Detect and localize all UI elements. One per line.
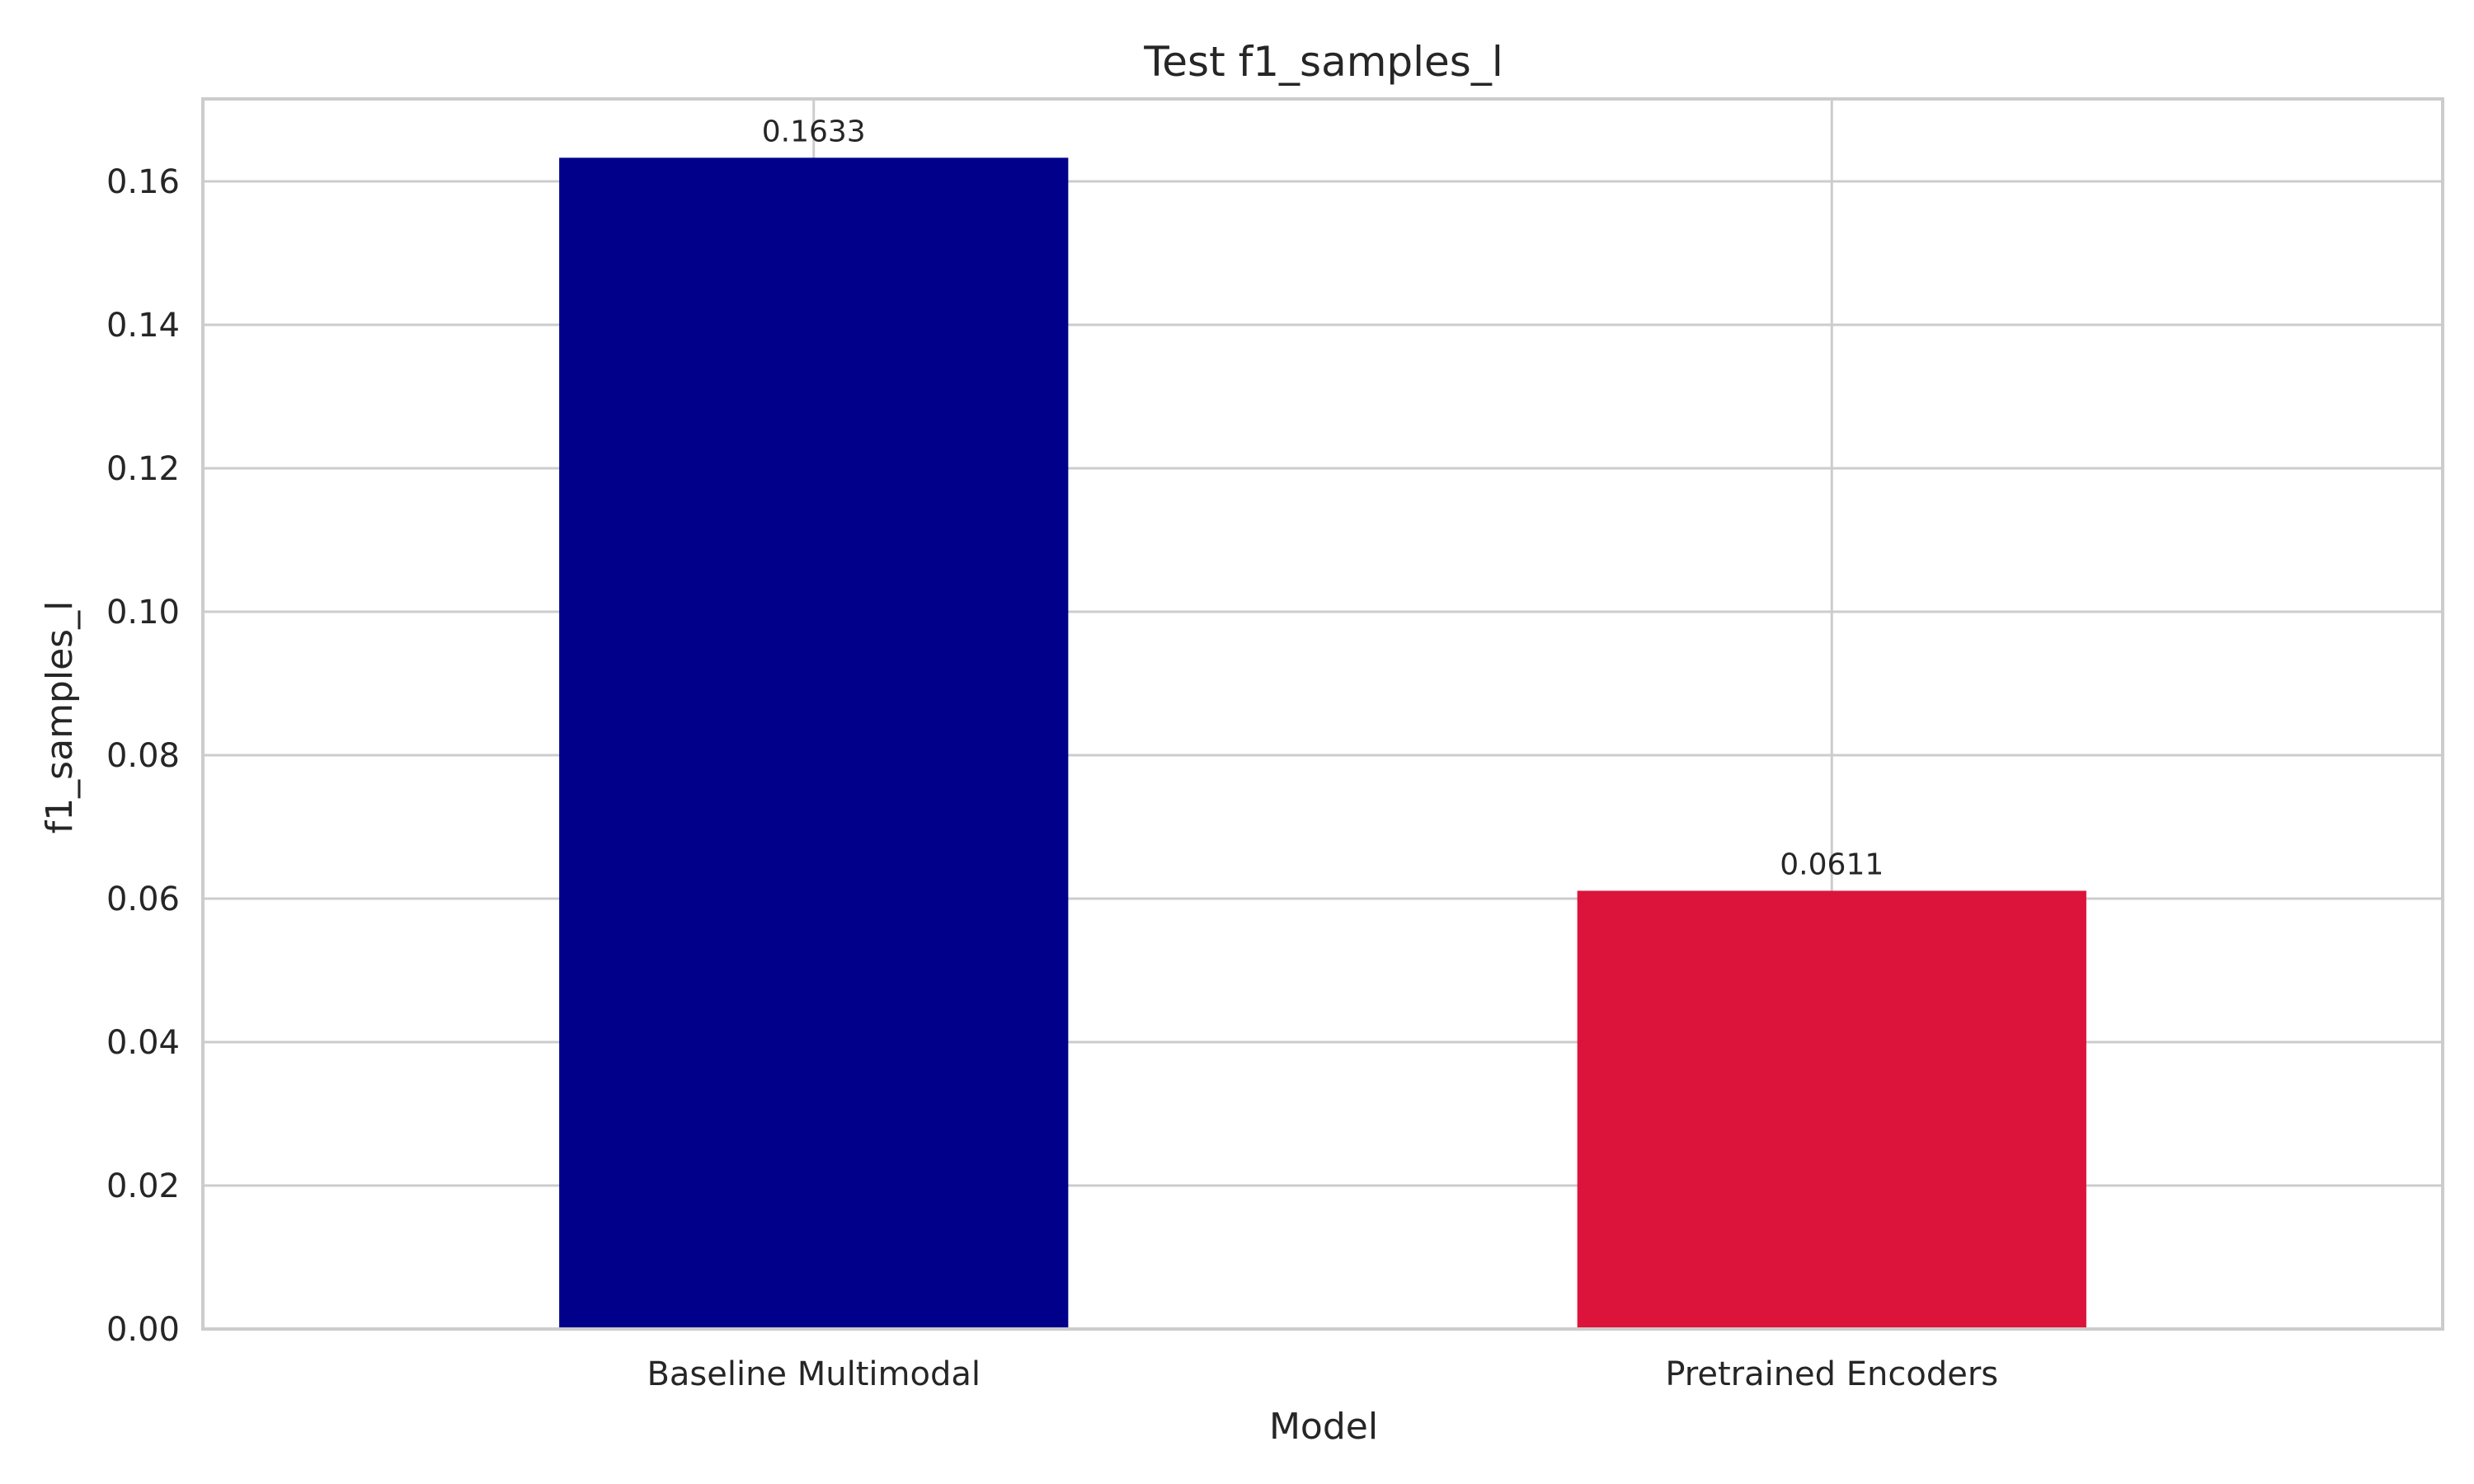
chart-title: Test f1_samples_l	[1143, 38, 1503, 86]
y-tick-label: 0.16	[106, 163, 180, 201]
data-labels: 0.1633 0.0611	[762, 115, 1884, 881]
plot-frame	[201, 97, 2444, 1331]
x-tick-label: Baseline Multimodal	[647, 1355, 981, 1393]
bar-value-label: 0.1633	[762, 115, 866, 148]
y-tick-label: 0.04	[106, 1024, 180, 1062]
x-tick-label: Pretrained Encoders	[1665, 1355, 1998, 1393]
axis-ticks: 0.00 0.02 0.04 0.06 0.08 0.10 0.12 0.14 0.16 Base…	[106, 163, 1998, 1393]
y-tick-label: 0.02	[106, 1167, 180, 1205]
grid-lines	[203, 99, 2443, 1331]
y-axis-label: f1_samples_l	[39, 601, 81, 834]
bar-value-label: 0.0611	[1780, 848, 1884, 881]
bars	[559, 157, 2086, 1329]
y-tick-label: 0.14	[106, 307, 180, 345]
y-tick-label: 0.08	[106, 737, 180, 775]
y-tick-label: 0.12	[106, 450, 180, 488]
y-tick-label: 0.00	[106, 1311, 180, 1349]
y-tick-label: 0.06	[106, 881, 180, 918]
bar	[559, 157, 1069, 1329]
x-axis-label: Model	[1269, 1406, 1378, 1448]
bar	[1577, 890, 2086, 1329]
y-tick-label: 0.10	[106, 594, 180, 632]
